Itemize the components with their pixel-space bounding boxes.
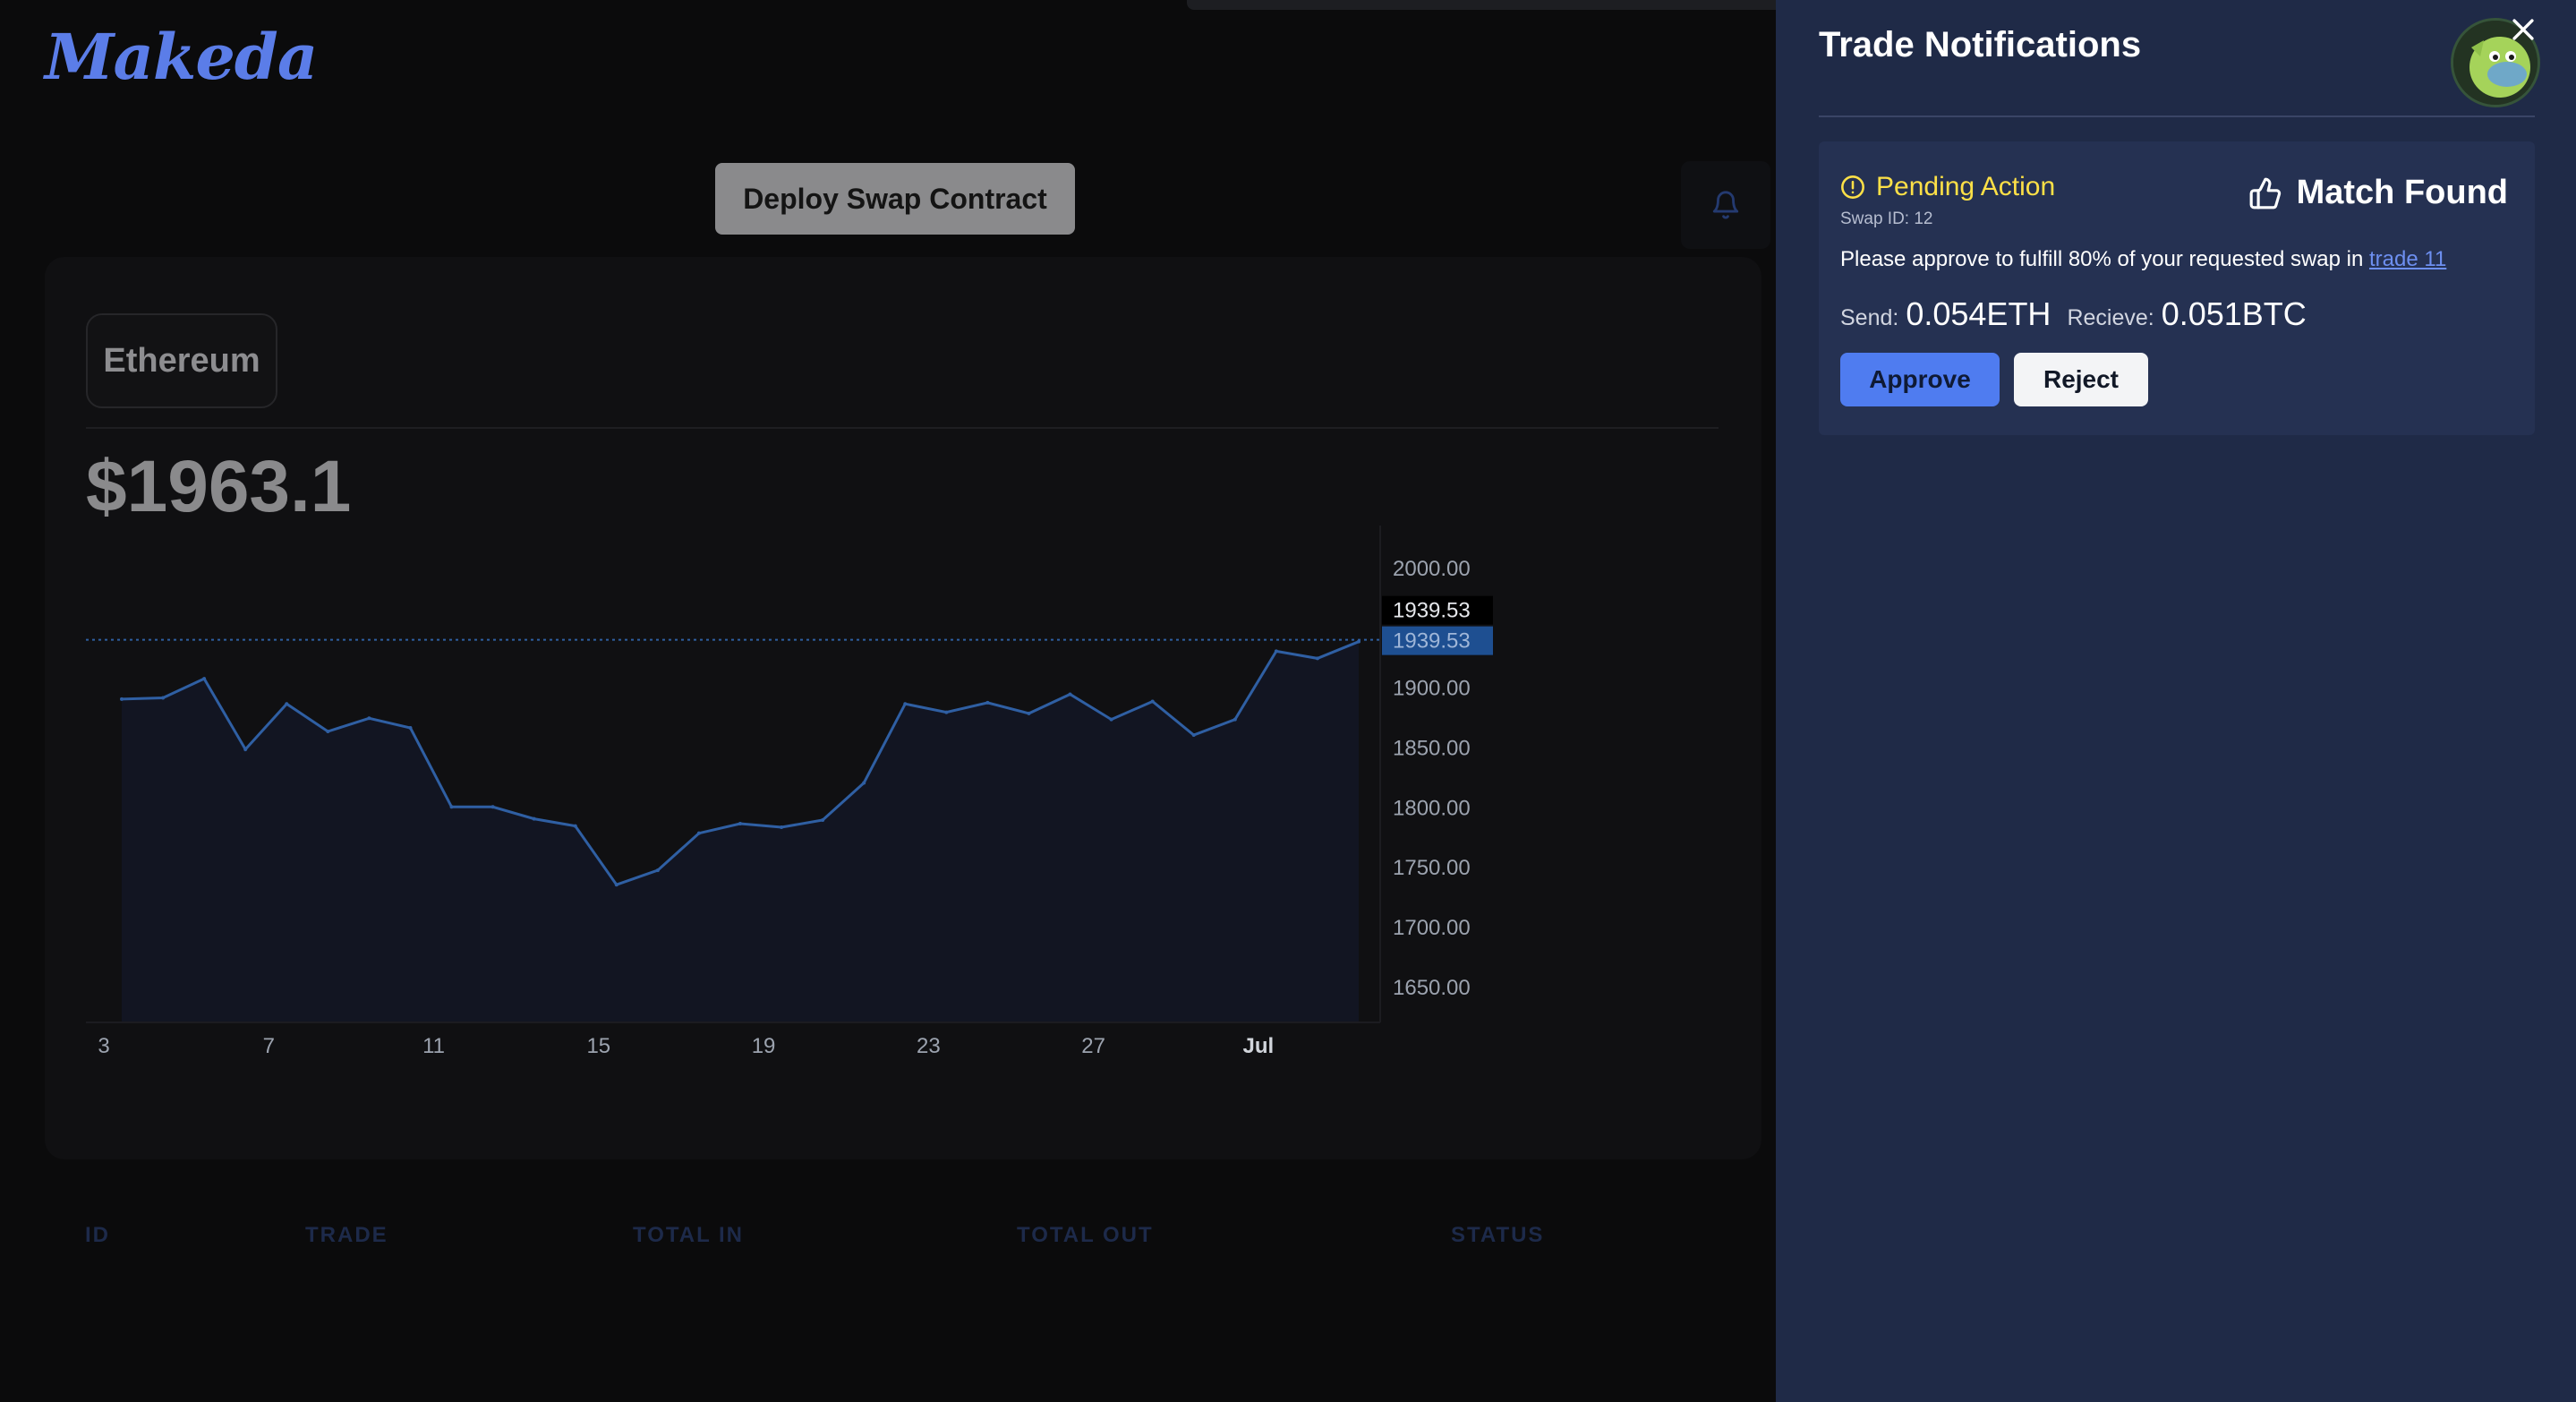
price-point — [326, 729, 330, 733]
table-header-total-in: TOTAL IN — [633, 1223, 744, 1247]
price-point — [696, 831, 701, 835]
x-tick-label: 11 — [422, 1034, 445, 1058]
x-tick-label: 23 — [917, 1034, 941, 1058]
price-point — [1150, 699, 1155, 704]
price-chart[interactable]: 2000.00 1900.00 1850.00 1800.00 1750.00 1700.… — [45, 257, 1761, 1159]
notification-card: Pending Action Swap ID: 12 Match Found P… — [1819, 141, 2535, 435]
app-logo[interactable]: Makeda — [45, 20, 318, 94]
price-point — [780, 825, 784, 829]
asset-selector[interactable]: Ethereum — [86, 313, 277, 408]
price-point — [903, 702, 908, 706]
swap-amounts: Send: 0.054ETH Recieve: 0.051BTC — [1840, 295, 2316, 333]
x-tick-label: 7 — [263, 1034, 275, 1058]
send-label: Send: — [1840, 305, 1899, 330]
card-divider — [86, 427, 1719, 429]
price-point — [738, 821, 742, 825]
panel-divider — [1819, 115, 2535, 117]
price-point — [367, 716, 371, 721]
y-tick-label: 1700.00 — [1393, 916, 1471, 940]
table-header-id: ID — [85, 1223, 110, 1247]
pending-status-label: Pending Action — [1876, 172, 2056, 201]
y-tick-label: 1900.00 — [1393, 677, 1471, 701]
price-point — [490, 805, 495, 809]
x-tick-label: 15 — [586, 1034, 610, 1058]
y-tick-label: 1750.00 — [1393, 856, 1471, 880]
pending-status: Pending Action — [1840, 172, 2055, 202]
price-point — [862, 781, 866, 785]
approve-button[interactable]: Approve — [1840, 353, 2000, 406]
price-chart-card: Ethereum $1963.1 2000.00 1900.00 1850.00 18… — [45, 257, 1761, 1159]
x-tick-label: Jul — [1243, 1034, 1275, 1058]
price-point — [1315, 656, 1319, 661]
price-area — [122, 641, 1359, 1022]
current-price: $1963.1 — [86, 446, 352, 527]
thumbs-up-icon — [2249, 177, 2281, 209]
table-header-total-out: TOTAL OUT — [1017, 1223, 1154, 1247]
bell-icon — [1712, 191, 1739, 219]
price-point — [161, 696, 166, 700]
trade-link[interactable]: trade 11 — [2369, 247, 2447, 271]
price-point — [821, 817, 825, 822]
swap-id: Swap ID: 12 — [1840, 209, 1933, 228]
price-point — [449, 805, 454, 809]
x-tick-label: 3 — [98, 1034, 109, 1058]
price-point — [202, 677, 207, 681]
price-point — [1357, 639, 1361, 644]
table-header-status: STATUS — [1451, 1223, 1545, 1247]
price-point — [1027, 711, 1031, 715]
panel-title: Trade Notifications — [1819, 25, 2142, 64]
table-header-trade: TRADE — [305, 1223, 388, 1247]
price-point — [243, 748, 248, 752]
avatar-image — [2453, 21, 2538, 105]
close-icon[interactable] — [2508, 14, 2538, 45]
match-found: Match Found — [2248, 174, 2508, 212]
price-point — [532, 816, 536, 821]
send-value: 0.054ETH — [1906, 295, 2051, 332]
top-search-strip — [1187, 0, 1819, 10]
price-point — [1191, 733, 1196, 737]
x-tick-label: 19 — [752, 1034, 776, 1058]
notifications-button[interactable] — [1681, 161, 1770, 249]
price-point — [573, 824, 577, 828]
y-tick-label: 1850.00 — [1393, 736, 1471, 760]
last-price-label: 1939.53 — [1393, 599, 1471, 623]
y-tick-label: 2000.00 — [1393, 557, 1471, 581]
price-point — [408, 725, 413, 730]
price-point — [944, 710, 949, 714]
last-price-badge — [1382, 626, 1493, 655]
x-tick-label: 27 — [1081, 1034, 1105, 1058]
y-tick-label: 1800.00 — [1393, 796, 1471, 820]
price-point — [655, 868, 660, 873]
price-point — [1109, 717, 1113, 722]
price-point — [285, 702, 289, 706]
last-price-badge — [1382, 595, 1493, 625]
last-price-label: 1939.53 — [1393, 629, 1471, 654]
price-point — [1274, 649, 1278, 654]
deploy-swap-contract-button[interactable]: Deploy Swap Contract — [715, 163, 1075, 235]
receive-label: Recieve: — [2067, 305, 2154, 330]
price-point — [1233, 717, 1237, 722]
price-point — [985, 700, 990, 705]
alert-circle-icon — [1841, 175, 1864, 199]
price-point — [614, 883, 618, 887]
y-tick-label: 1650.00 — [1393, 976, 1471, 1000]
receive-value: 0.051BTC — [2161, 295, 2307, 332]
price-point — [1068, 692, 1072, 697]
trade-notifications-panel: Trade Notifications Pending Action Swap … — [1776, 0, 2576, 1402]
approval-message-text: Please approve to fulfill 80% of your re… — [1840, 247, 2364, 271]
match-found-label: Match Found — [2296, 174, 2508, 211]
reject-button[interactable]: Reject — [2014, 353, 2148, 406]
approval-message: Please approve to fulfill 80% of your re… — [1840, 247, 2446, 272]
price-point — [120, 697, 124, 701]
